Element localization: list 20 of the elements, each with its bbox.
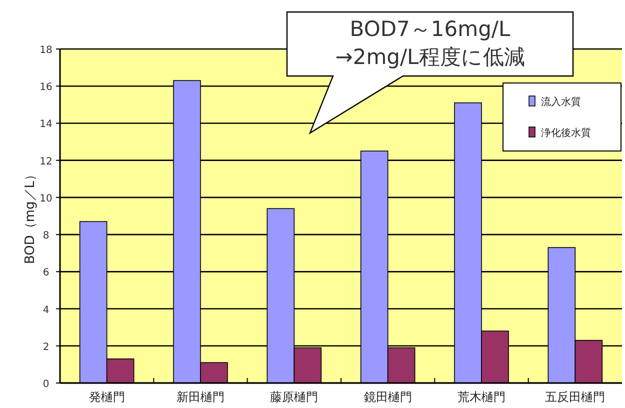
y-tick-label: 12 [40, 156, 52, 168]
x-tick-label: 鏡田樋門 [364, 390, 412, 404]
y-tick-label: 10 [40, 193, 52, 204]
y-tick-label: 18 [40, 45, 52, 56]
y-tick-label: 4 [42, 304, 50, 316]
y-tick-label: 8 [42, 230, 50, 242]
y-axis-title: BOD（mg／L） [23, 168, 38, 264]
annotation: BOD7～16mg/L →2mg/L程度に低減 [335, 17, 525, 69]
x-tick-label: 新田樋門 [176, 390, 224, 404]
x-tick-label: 藤原樋門 [270, 390, 318, 404]
legend-label: 浄化後水質 [541, 127, 591, 139]
legend-label: 流入水質 [541, 96, 581, 108]
y-tick-label: 2 [42, 342, 50, 353]
y-tick-label: 14 [40, 119, 52, 130]
x-tick-label: 荒木樋門 [458, 390, 506, 404]
y-tick-label: 16 [40, 82, 52, 94]
x-tick-label: 発樋門 [88, 390, 125, 404]
y-tick-label: 0 [42, 379, 50, 390]
x-tick-label: 五反田樋門 [545, 390, 606, 404]
y-tick-label: 6 [42, 268, 50, 279]
